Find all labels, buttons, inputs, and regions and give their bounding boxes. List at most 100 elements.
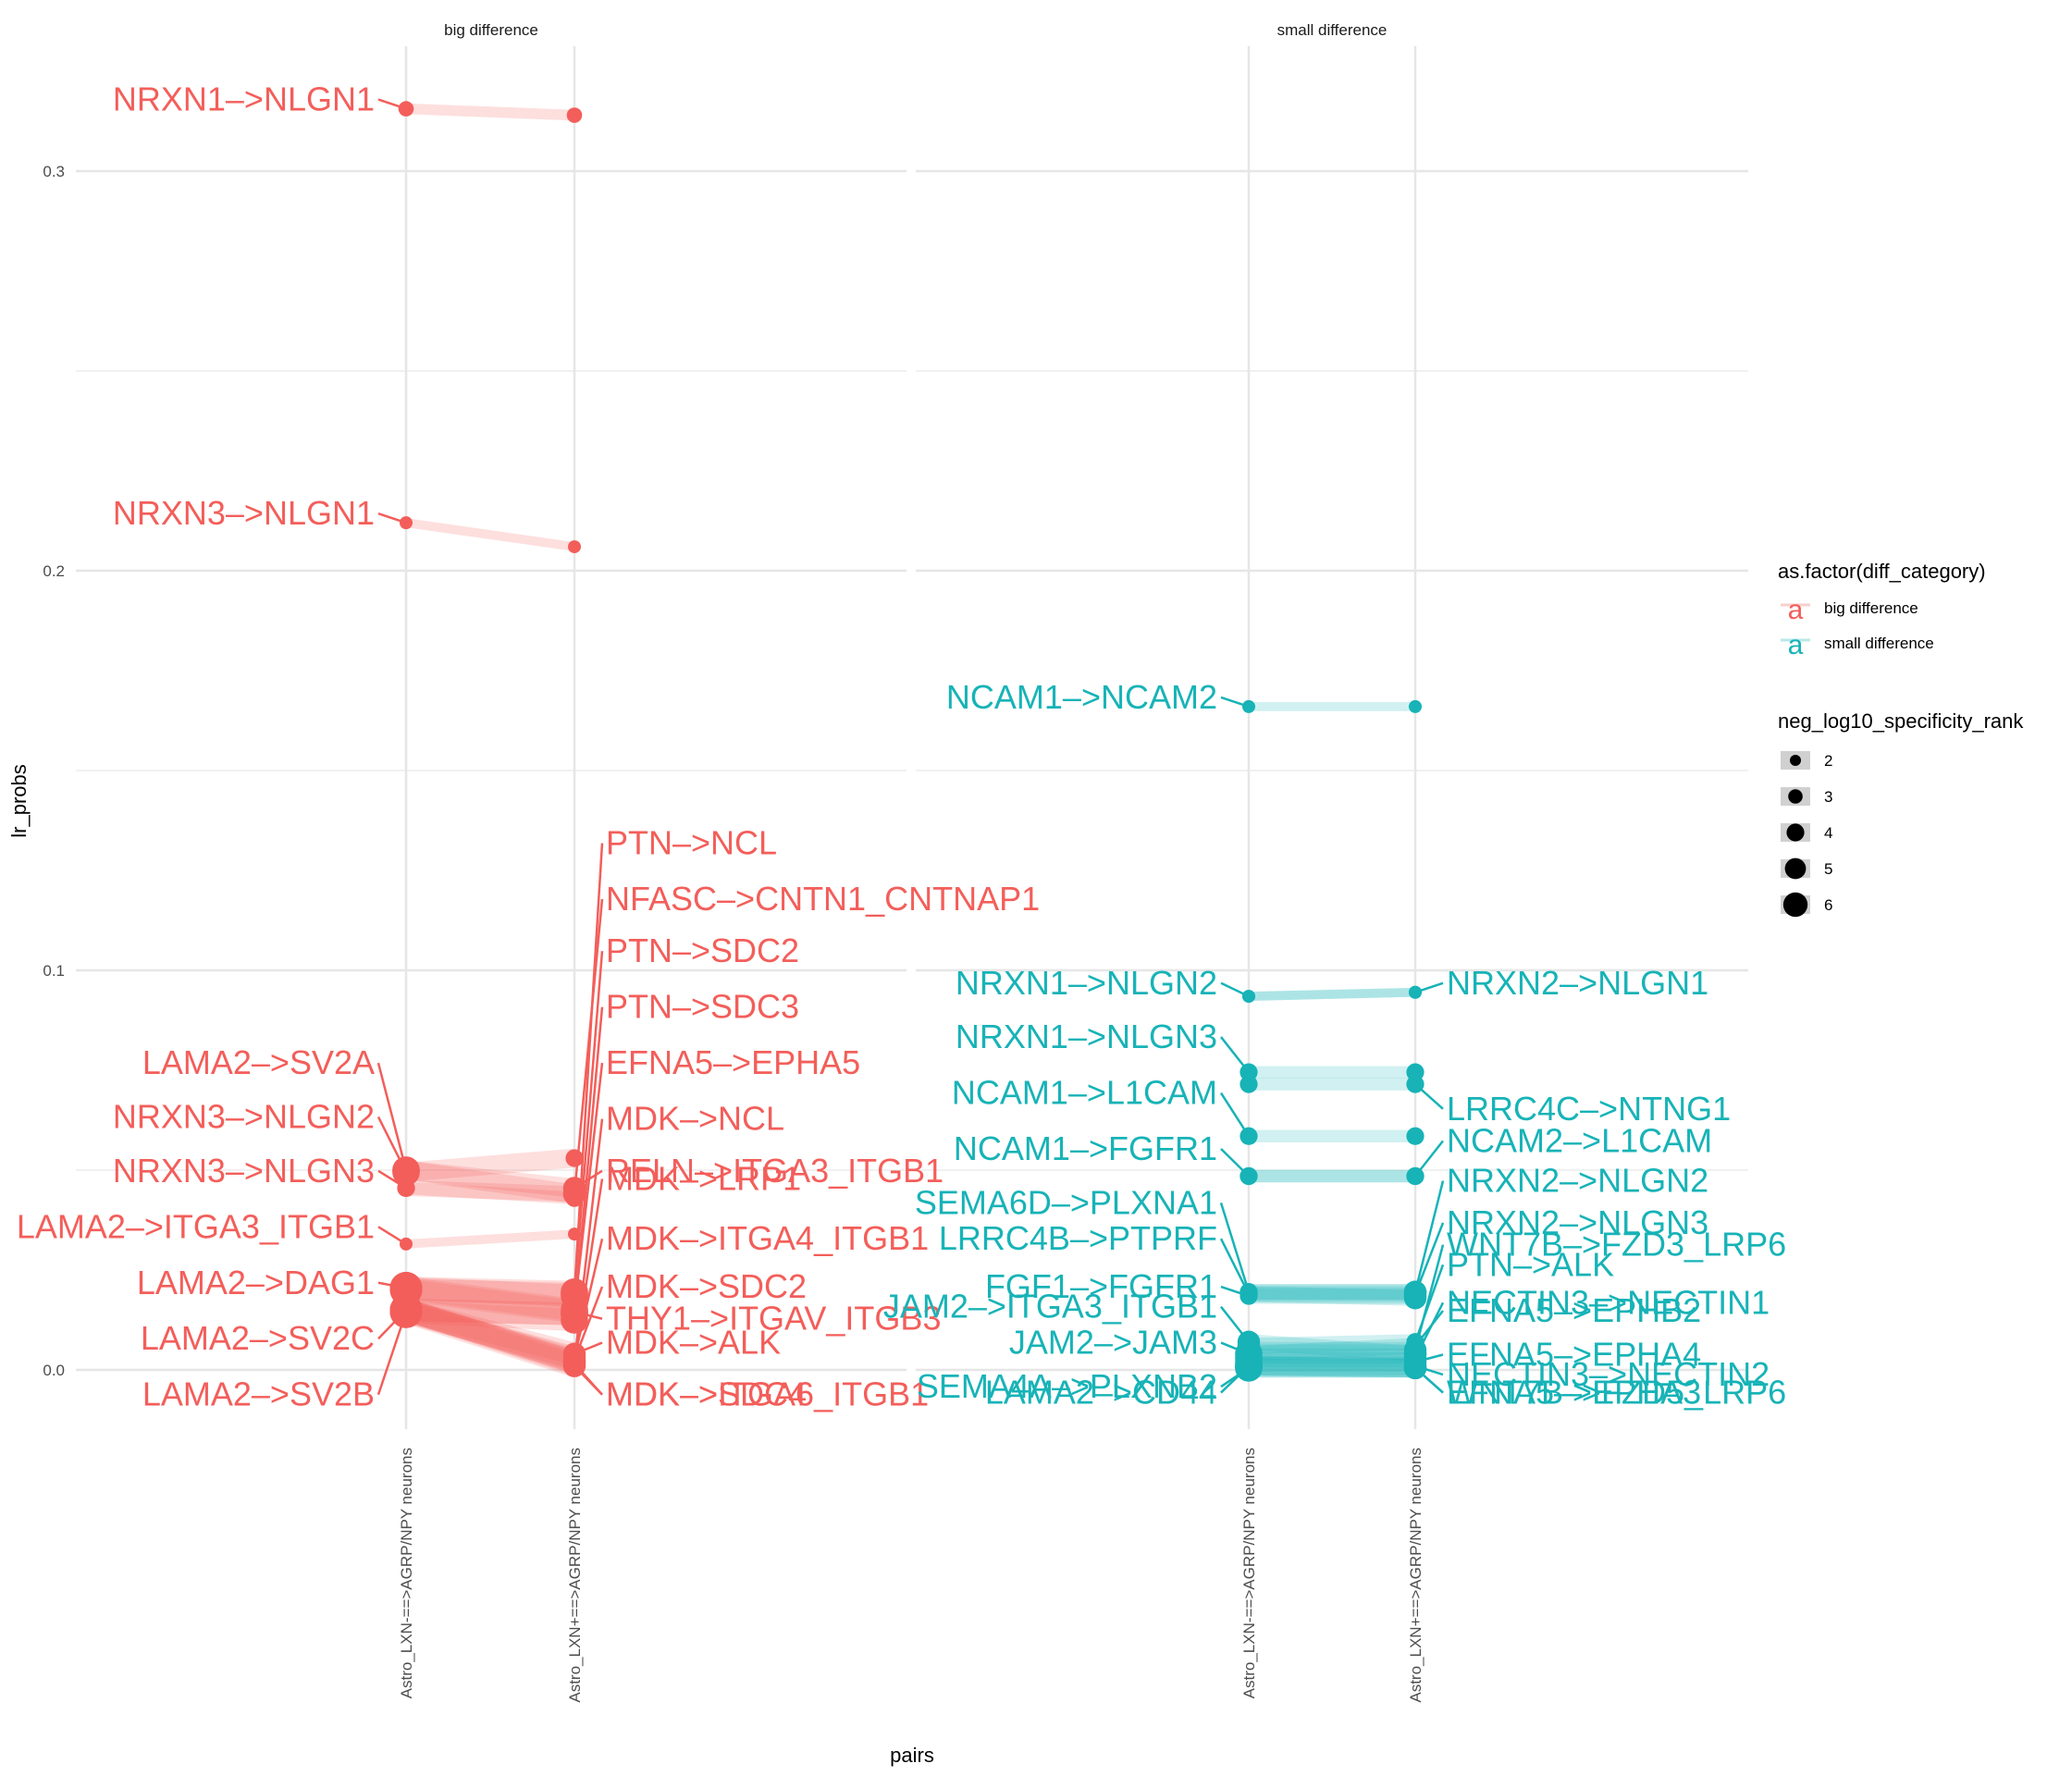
point-label: NRXN2–>NLGN3 — [1447, 1203, 1708, 1241]
label-leader-line — [573, 1178, 604, 1363]
grid-lines — [76, 46, 1748, 1429]
point-label: JAM2–>JAM3 — [1009, 1324, 1217, 1362]
data-point — [568, 540, 581, 554]
data-point — [1406, 1127, 1424, 1145]
point-label: EFNA5–>EPHB2 — [1447, 1291, 1701, 1329]
point-label: WNT7B–>FZD5_LRP6 — [1447, 1374, 1786, 1412]
label-leader-line — [573, 1118, 604, 1363]
legend-title: as.factor(diff_category) — [1778, 560, 1986, 583]
label-leader-line — [376, 1311, 408, 1396]
y-axis-ticks: 0.0 0.1 0.2 0.3 — [43, 163, 65, 1379]
label-leader-line — [377, 98, 407, 110]
label-leader-line — [574, 1169, 603, 1190]
point-label: LAMA2–>CD44 — [985, 1374, 1217, 1412]
point-labels: NRXN1–>NLGN1 NRXN3–>NLGN1 LAMA2–>SV2A NRXN3… — [17, 80, 1786, 1413]
legend-key-glyph: a — [1788, 595, 1804, 625]
point-label: THY1–>ITGAV_ITGB3 — [606, 1300, 941, 1338]
label-leader-line — [1220, 1148, 1250, 1178]
point-label: JAM2–>ITGA3_ITGB1 — [883, 1288, 1217, 1326]
label-leader-line — [1414, 981, 1444, 993]
x-tick-label: Astro_LXN+==>AGRP/NPY neurons — [566, 1448, 584, 1703]
point-label: NCAM1–>FGFR1 — [954, 1129, 1217, 1167]
label-leader-line — [1220, 981, 1250, 998]
label-leader-line — [1220, 1036, 1250, 1073]
slope-segment — [402, 1301, 578, 1369]
point-label: NRXN3–>NLGN3 — [113, 1152, 375, 1190]
slope-segment — [405, 103, 575, 121]
slope-segment — [405, 1229, 575, 1249]
label-leader-line — [1414, 1083, 1444, 1110]
legend-label: 3 — [1824, 788, 1832, 806]
legend-label: 2 — [1824, 752, 1832, 770]
y-tick-label: 0.2 — [43, 562, 65, 580]
slope-segment — [404, 1160, 576, 1204]
point-label: MDK–>ITGA6_ITGB1 — [606, 1375, 929, 1413]
label-leader-line — [573, 1238, 604, 1359]
slope-segment — [1248, 987, 1416, 1001]
label-leader-line — [573, 843, 604, 1292]
data-point — [1235, 1354, 1263, 1382]
legend-label: small difference — [1824, 635, 1934, 652]
point-label: PTN–>NCL — [606, 824, 777, 862]
data-point — [1409, 699, 1422, 713]
legend-label: 6 — [1824, 896, 1832, 914]
point-label: NECTIN3–>NECTIN1 — [1447, 1283, 1770, 1321]
slope-segment — [405, 1276, 575, 1308]
x-tick-label: Astro_LXN-==>AGRP/NPY neurons — [1240, 1448, 1258, 1698]
point-label: EFNA5–>EPHA3 — [1447, 1374, 1701, 1412]
y-tick-label: 0.0 — [43, 1362, 65, 1379]
label-leader-line — [376, 1116, 408, 1173]
y-tick-label: 0.1 — [43, 962, 65, 980]
point-label: RELN–>ITGA3_ITGB1 — [606, 1152, 944, 1190]
slope-segment — [405, 518, 575, 551]
point-label: LAMA2–>SV2B — [142, 1375, 375, 1413]
point-label: SEMA4A–>PLXNB2 — [917, 1367, 1217, 1405]
label-leader-line — [377, 1281, 407, 1289]
label-leader-line — [1413, 1301, 1445, 1359]
label-leader-line — [377, 1169, 407, 1190]
x-axis-title: pairs — [890, 1744, 934, 1767]
legend-title: neg_log10_specificity_rank — [1778, 709, 2024, 733]
point-label: LAMA2–>SV2C — [141, 1319, 375, 1357]
slope-segment — [404, 1278, 576, 1324]
label-leader-line — [574, 1341, 603, 1355]
label-leader-line — [1414, 1140, 1444, 1178]
point-label: MDK–>ALK — [606, 1324, 781, 1362]
legend-size-dot — [1784, 857, 1807, 880]
facet-strips: big difference small difference — [444, 21, 1387, 39]
label-leader-line — [574, 1363, 603, 1396]
slope-segment — [404, 1276, 576, 1322]
label-leader-line — [1220, 1305, 1250, 1343]
point-label: LRRC4B–>PTPRF — [939, 1219, 1217, 1257]
slope-segment — [402, 1301, 578, 1377]
slope-segment — [1248, 987, 1416, 1001]
slope-segment — [405, 1276, 575, 1303]
point-label: MDK–>NCL — [606, 1100, 784, 1138]
point-label: NRXN2–>NLGN1 — [1447, 964, 1708, 1002]
slope-segment — [405, 1181, 575, 1204]
point-label: SEMA6D–>PLXNA1 — [915, 1183, 1217, 1221]
slope-segments — [402, 103, 1416, 1378]
point-label: LAMA2–>SV2A — [142, 1043, 375, 1081]
point-label: PTN–>SDC3 — [606, 988, 799, 1026]
slope-segment — [405, 1299, 575, 1326]
point-label: PTN–>SDC2 — [606, 931, 799, 969]
data-point — [565, 1149, 584, 1167]
label-leader-line — [1220, 1341, 1250, 1355]
point-label: LRRC4C–>NTNG1 — [1447, 1090, 1731, 1128]
point-label: NECTIN3–>NECTIN2 — [1447, 1355, 1770, 1393]
point-label: NRXN1–>NLGN1 — [113, 80, 375, 118]
point-label: EFNA5–>EPHA5 — [606, 1043, 860, 1081]
slope-segment — [402, 1299, 578, 1373]
slope-segment — [402, 1299, 578, 1371]
slope-segment — [1248, 1334, 1416, 1354]
label-leader-line — [1219, 1238, 1251, 1295]
slope-segment — [402, 1299, 578, 1373]
legend-label: 4 — [1824, 824, 1832, 842]
slope-segment — [1248, 1356, 1416, 1378]
slope-segment — [405, 1179, 575, 1202]
label-leader-line — [1414, 1364, 1444, 1376]
point-label: NRXN2–>NLGN2 — [1447, 1162, 1708, 1200]
slope-segment — [402, 1299, 578, 1375]
